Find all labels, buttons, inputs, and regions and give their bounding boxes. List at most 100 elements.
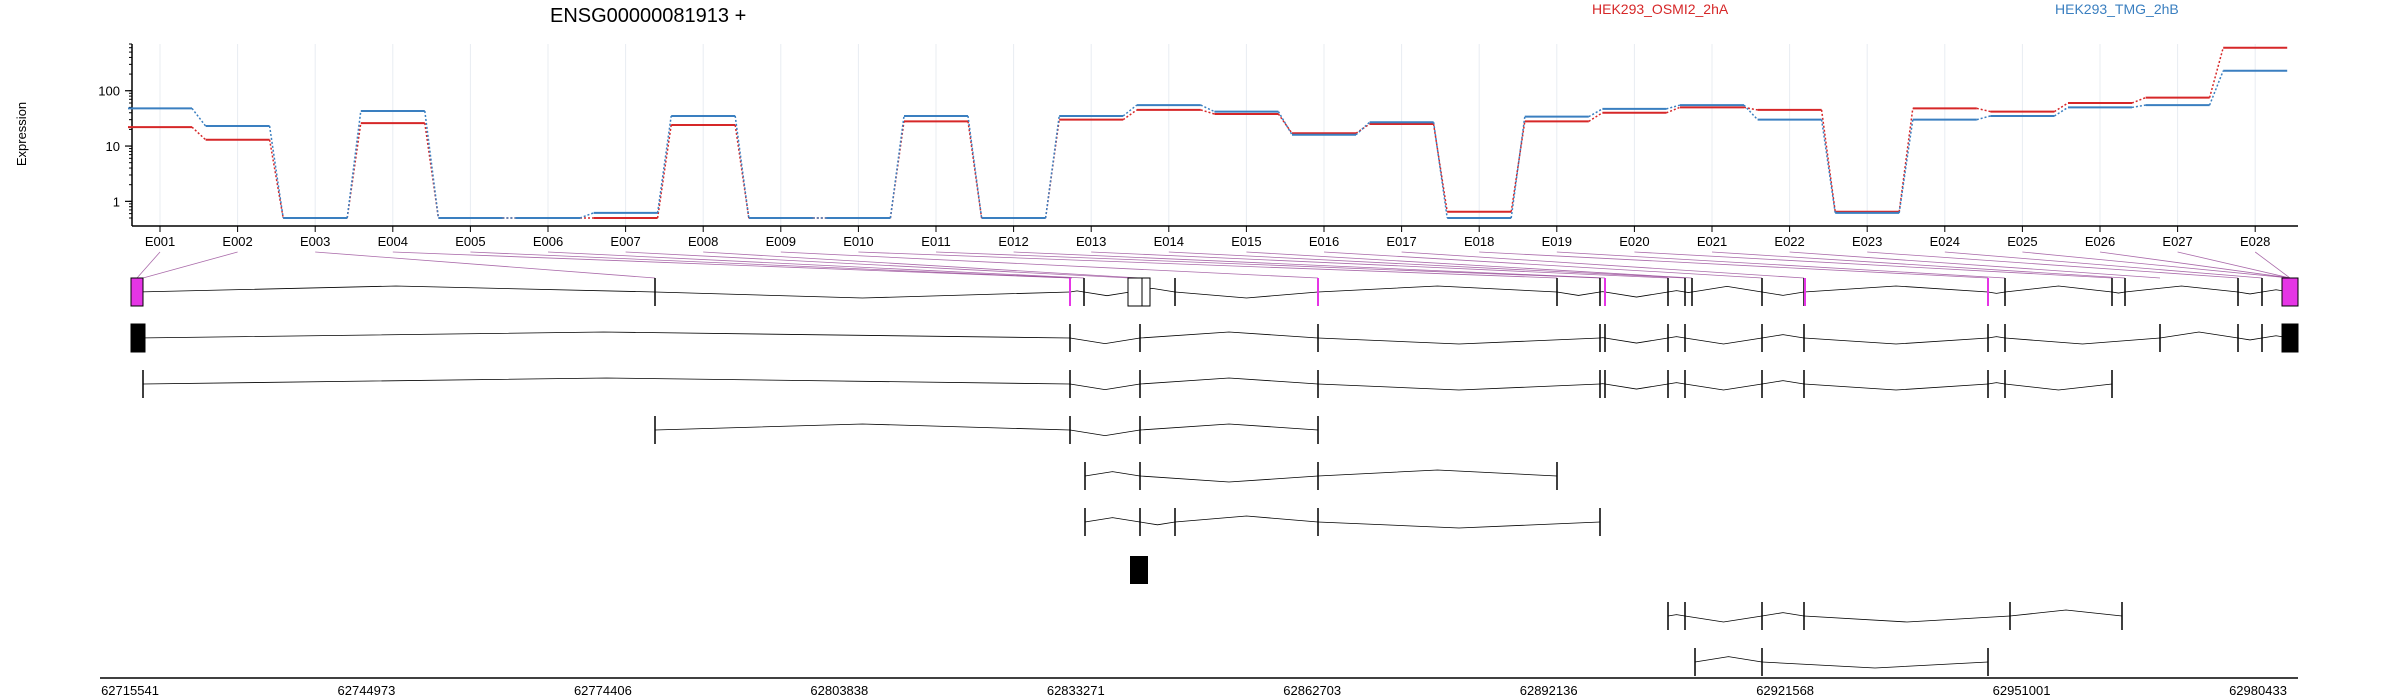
x-tick-label-e028: E028 <box>2240 234 2270 249</box>
intron-line <box>1803 285 1989 293</box>
genomic-tick-label: 62862703 <box>1283 683 1341 698</box>
series-connector <box>1820 109 1836 212</box>
x-tick-label-e026: E026 <box>2085 234 2115 249</box>
intron-line <box>1684 383 1763 391</box>
intron-line <box>1069 429 1141 437</box>
series-connector <box>1432 123 1448 212</box>
x-tick-label-e006: E006 <box>533 234 563 249</box>
exon-block <box>1141 277 1151 307</box>
intron-line <box>1083 291 1131 297</box>
intron-line <box>1069 290 1085 293</box>
exon-connector <box>1401 251 1805 279</box>
x-tick-label-e002: E002 <box>222 234 252 249</box>
x-tick-label-e023: E023 <box>1852 234 1882 249</box>
series-connector <box>1122 109 1138 121</box>
series-connector <box>2208 47 2224 98</box>
series-connector <box>656 115 672 213</box>
transcript-model-4 <box>654 416 1319 444</box>
series-connector <box>1277 111 1293 136</box>
x-tick-label-e003: E003 <box>300 234 330 249</box>
intron-line <box>1691 285 1763 293</box>
series-connector <box>1510 116 1526 219</box>
grid-lines <box>159 44 2256 226</box>
series-connector <box>656 124 672 219</box>
intron-line <box>1139 423 1319 431</box>
intron-line <box>1761 291 1805 296</box>
exon-connector <box>858 251 1558 279</box>
series-connector <box>1666 106 1681 114</box>
exon-block <box>2281 277 2299 307</box>
x-tick-label-e005: E005 <box>455 234 485 249</box>
exon-connector <box>1944 251 2263 279</box>
intron-line <box>1667 290 1686 293</box>
exon-connector <box>136 251 161 279</box>
series-connector <box>1743 106 1758 111</box>
intron-line <box>1069 337 1141 345</box>
genomic-coordinate-axis: 62715541 62744973 62774406 62803838 62833271… <box>100 677 2298 698</box>
intron-line <box>1667 614 1686 617</box>
series-connector <box>346 122 362 219</box>
intron-line <box>1174 291 1319 299</box>
exon-block <box>1127 277 1143 307</box>
intron-line <box>1317 469 1558 477</box>
series-connector <box>2054 106 2069 117</box>
x-tick-label-e008: E008 <box>688 234 718 249</box>
intron-line <box>1556 291 1601 296</box>
intron-line <box>1684 615 1763 623</box>
series-hek293-osmi2-2ha <box>128 46 2288 219</box>
x-tick-label-e021: E021 <box>1697 234 1727 249</box>
intron-line <box>2009 609 2123 617</box>
intron-line <box>1317 285 1558 293</box>
x-tick-label-e013: E013 <box>1076 234 1106 249</box>
genomic-tick-label: 62833271 <box>1047 683 1105 698</box>
exon-connector <box>1556 251 2006 279</box>
series-connector <box>579 212 594 219</box>
exon-connector <box>547 251 1085 279</box>
intron-line <box>1139 377 1319 385</box>
intron-line <box>2004 337 2161 345</box>
intron-line <box>1139 475 1319 483</box>
exon-connector <box>1789 251 2161 279</box>
genomic-tick-label: 62803838 <box>810 683 868 698</box>
transcript-model-6 <box>1084 508 1601 536</box>
series-connector <box>1432 122 1448 219</box>
x-tick-label-e014: E014 <box>1154 234 1184 249</box>
exon-connector <box>315 251 656 279</box>
genomic-tick-label: 62921568 <box>1756 683 1814 698</box>
series-connector <box>734 115 750 219</box>
chart-title: ENSG00000081913 + <box>550 5 746 27</box>
genomic-tick-label: 62951001 <box>1993 683 2051 698</box>
intron-line <box>142 377 1071 385</box>
intron-line <box>2124 285 2239 293</box>
series-connector <box>268 139 284 219</box>
intron-line <box>1317 521 1601 529</box>
x-tick-label-e001: E001 <box>145 234 175 249</box>
series-connector <box>1976 115 1991 121</box>
intron-line <box>1803 337 1989 345</box>
intron-line <box>1069 383 1141 391</box>
x-tick-label-e017: E017 <box>1386 234 1416 249</box>
series-connector <box>1588 112 1603 122</box>
exon-connector <box>1711 251 2126 279</box>
intron-line <box>2237 291 2263 295</box>
exon-block <box>130 323 146 353</box>
genomic-tick-label: 62774406 <box>574 683 632 698</box>
intron-line <box>1803 383 1989 391</box>
y-axis-label: Expression <box>14 102 29 166</box>
series-connector <box>1588 108 1603 118</box>
series-connector <box>2131 104 2146 109</box>
intron-line <box>1139 331 1319 339</box>
transcript-model-3 <box>142 370 2113 398</box>
series-hek293-tmg-2hb <box>128 69 2288 219</box>
intron-line <box>1803 615 2011 623</box>
intron-line <box>136 285 656 293</box>
transcript-model-8 <box>1667 602 2123 630</box>
intron-line <box>1761 612 1805 617</box>
exon-connector <box>1013 251 1606 279</box>
intron-line <box>1317 383 1601 391</box>
genomic-tick-label: 62980433 <box>2229 683 2287 698</box>
exon-block <box>1130 556 1148 584</box>
exon-connector <box>2177 251 2291 279</box>
exon-connector <box>703 251 1141 279</box>
intron-line <box>1139 521 1176 526</box>
